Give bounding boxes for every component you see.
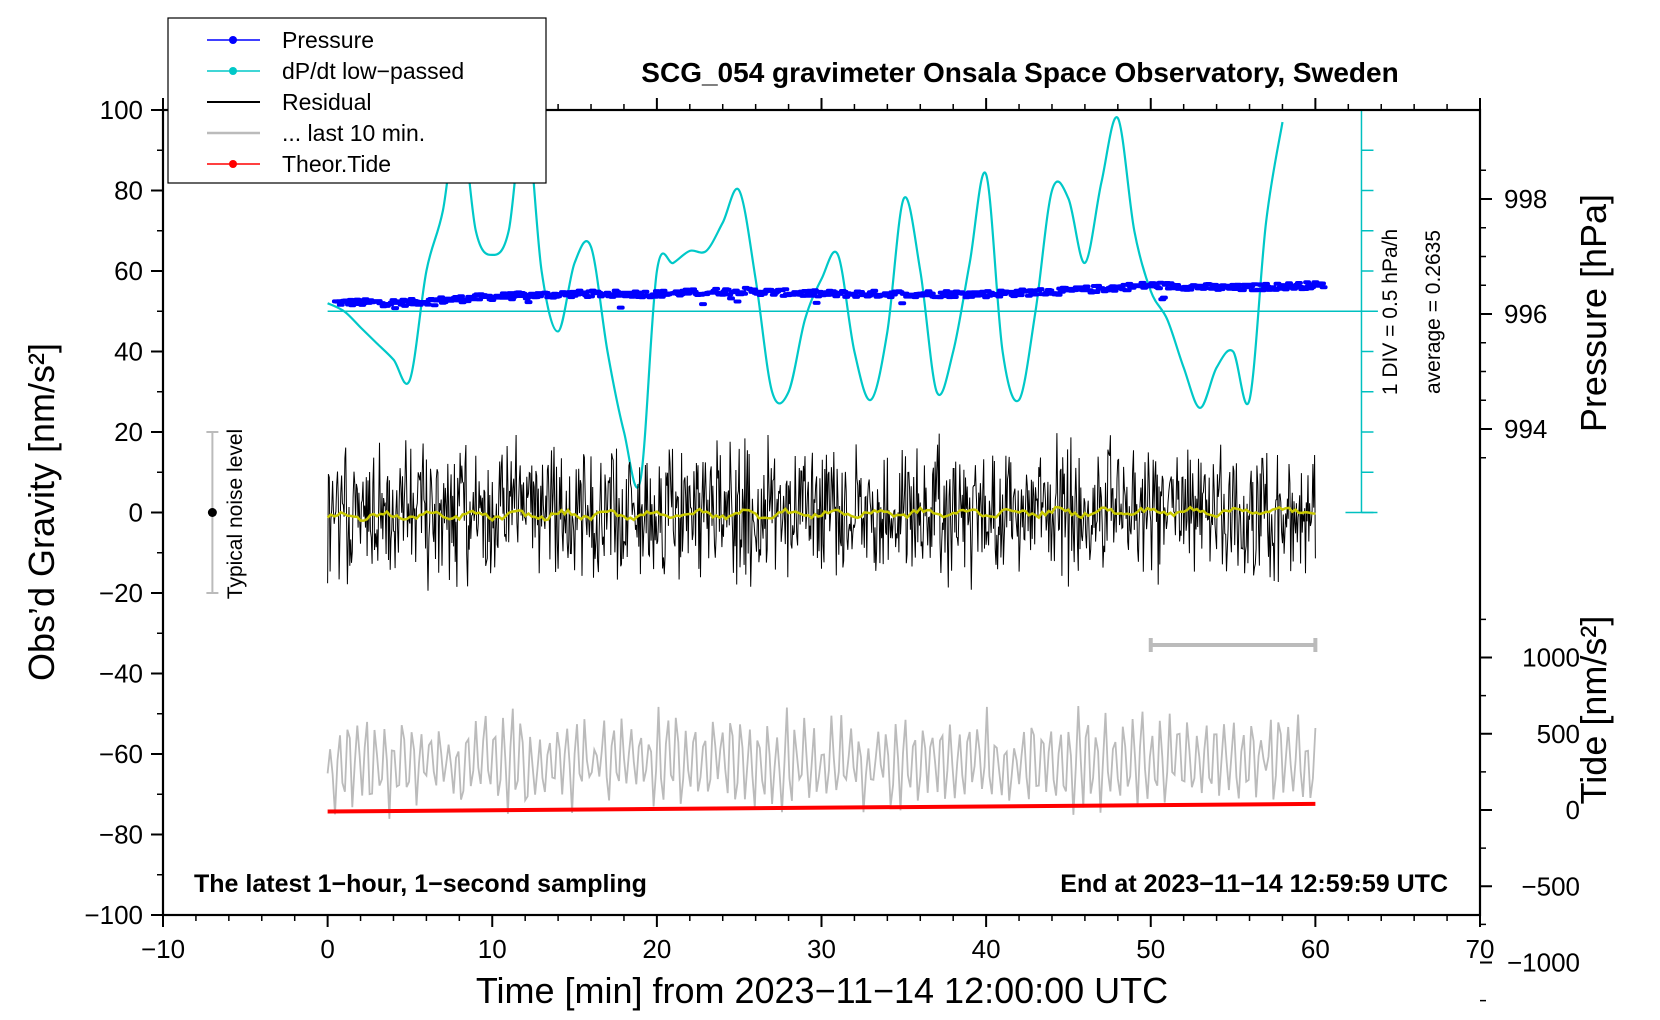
legend-box <box>167 17 547 184</box>
x-tick-label: 30 <box>807 934 836 964</box>
x-axis-title: Time [min] from 2023−11−14 12:00:00 UTC <box>476 970 1168 1011</box>
tide-tick-label: 1000 <box>1522 643 1580 673</box>
x-tick-label: 50 <box>1136 934 1165 964</box>
y-tick-label: −100 <box>84 900 143 930</box>
x-tick-label: 40 <box>972 934 1001 964</box>
legend-label-residual: Residual <box>282 89 372 115</box>
axes-layer: −10 0 10 20 30 40 50 60 70100806040200−20−40−60−… <box>84 95 1580 1002</box>
legend-label-last10: ... last 10 min. <box>282 120 425 146</box>
x-tick-label: 70 <box>1466 934 1495 964</box>
legend: Pressure dP/dt low−passed Residual ... l… <box>167 17 547 184</box>
y-tick-label: −40 <box>99 659 143 689</box>
last10-series-layer <box>326 705 1317 819</box>
dpdt-scale-label: 1 DIV = 0.5 hPa/h <box>1379 229 1402 395</box>
annotation-sampling: The latest 1−hour, 1−second sampling <box>194 870 647 898</box>
tide-tick-label: 500 <box>1537 719 1580 749</box>
x-tick-label: 10 <box>478 934 507 964</box>
pressure-series-layer <box>331 280 1328 311</box>
residual-series-layer <box>326 433 1316 591</box>
y-tick-label: −20 <box>99 578 143 608</box>
pressure-tick-label: 996 <box>1504 299 1547 329</box>
last10-line <box>326 705 1317 819</box>
tide-tick-label: −1000 <box>1507 948 1580 978</box>
y-axis-title-tide: Tide [nm/s²] <box>1573 616 1614 805</box>
dpdt-series-layer <box>327 108 1378 514</box>
y-axis-title-pressure: Pressure [hPa] <box>1573 194 1614 432</box>
x-tick-label: 60 <box>1301 934 1330 964</box>
legend-marker-dpdt <box>229 67 237 75</box>
chart-title: SCG_054 gravimeter Onsala Space Observat… <box>641 57 1398 88</box>
x-tick-label: −10 <box>141 934 185 964</box>
tide-series-layer <box>327 801 1316 814</box>
y-tick-label: −80 <box>99 820 143 850</box>
tide-tick-label: 0 <box>1566 795 1580 825</box>
dpdt-average-label: average = 0.2635 <box>1422 230 1445 394</box>
noise-bar-center <box>207 508 217 517</box>
chart-extras-layer <box>206 431 1318 652</box>
y-tick-label: 40 <box>114 337 143 367</box>
y-tick-label: −60 <box>99 739 143 769</box>
pressure-tick-label: 994 <box>1504 414 1547 444</box>
legend-marker-tide <box>229 160 237 168</box>
x-tick-label: 0 <box>320 934 334 964</box>
x-tick-label: 20 <box>642 934 671 964</box>
y-axis-title-left: Obs’d Gravity [nm/s²] <box>21 343 62 681</box>
pressure-tick-label: 998 <box>1504 184 1547 214</box>
legend-label-pressure: Pressure <box>282 27 374 53</box>
residual-line <box>327 433 1316 591</box>
y-tick-label: 100 <box>100 95 143 125</box>
y-tick-label: 20 <box>114 417 143 447</box>
pressure-points <box>331 280 1328 311</box>
tide-tick-label: −500 <box>1521 871 1580 901</box>
residual-smoothed-line <box>326 505 1316 522</box>
legend-marker-pressure <box>229 36 237 44</box>
noise-level-label: Typical noise level <box>224 429 247 599</box>
annotation-end-time: End at 2023−11−14 12:59:59 UTC <box>1060 870 1448 898</box>
dpdt-line <box>327 108 1284 489</box>
y-tick-label: 80 <box>114 176 143 206</box>
legend-label-dpdt: dP/dt low−passed <box>282 58 464 84</box>
y-tick-label: 0 <box>129 498 143 528</box>
y-tick-label: 60 <box>114 256 143 286</box>
tide-line <box>327 801 1316 814</box>
legend-label-tide: Theor.Tide <box>282 151 391 177</box>
